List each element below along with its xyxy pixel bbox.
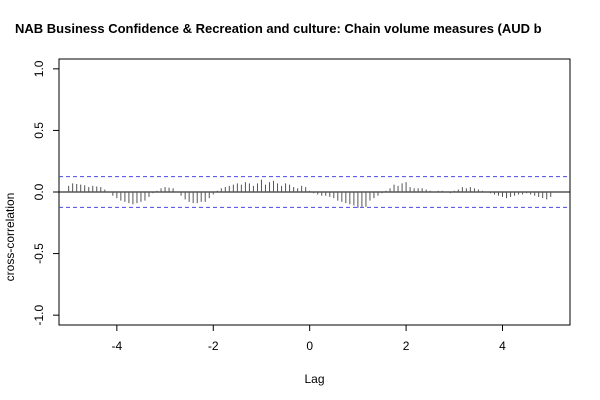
- x-tick-label: 4: [499, 339, 506, 353]
- x-tick-label: -4: [112, 339, 123, 353]
- y-axis-label: cross-correlation: [3, 193, 17, 282]
- y-tick-label: 1.0: [32, 60, 46, 77]
- x-axis: -4 -2 0 2 4: [112, 325, 506, 353]
- x-axis-label: Lag: [304, 372, 324, 386]
- x-tick-label: 2: [403, 339, 410, 353]
- bars: [68, 179, 552, 209]
- x-tick-label: -2: [208, 339, 219, 353]
- y-tick-label: -0.5: [32, 243, 46, 264]
- confidence-lines: [59, 176, 570, 208]
- y-tick-label: 0.0: [32, 183, 46, 200]
- y-tick-label: 0.5: [32, 122, 46, 139]
- chart-title: NAB Business Confidence & Recreation and…: [15, 21, 542, 36]
- y-axis: -1.0 -0.5 0.0 0.5 1.0: [32, 60, 59, 325]
- x-tick-label: 0: [306, 339, 313, 353]
- y-tick-label: -1.0: [32, 304, 46, 325]
